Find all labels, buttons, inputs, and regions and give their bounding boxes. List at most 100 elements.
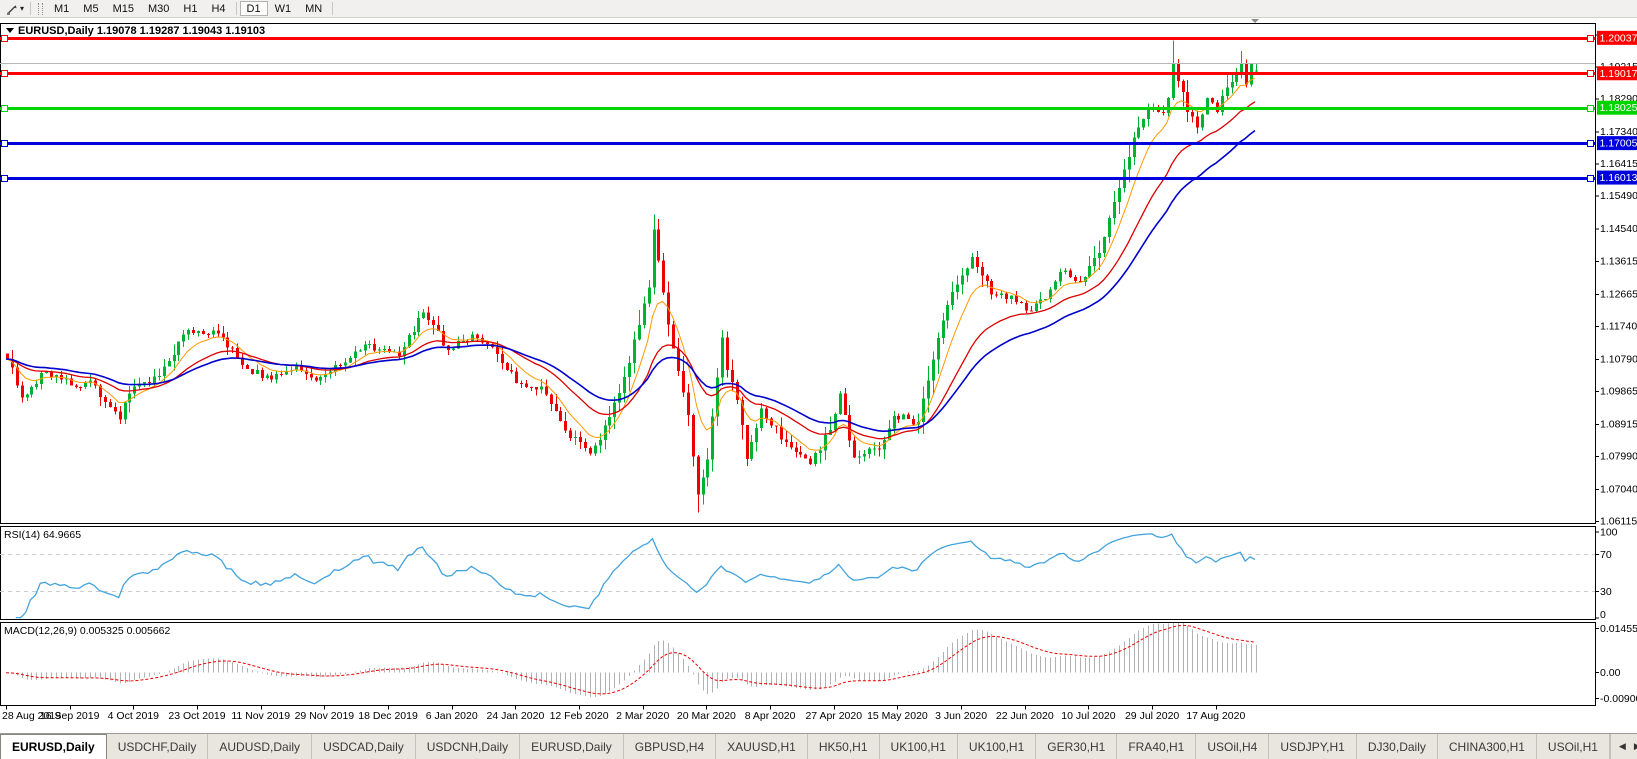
svg-text:24 Jan 2020: 24 Jan 2020 [486,710,544,722]
timeframe-button-m30[interactable]: M30 [141,1,176,16]
timeframe-button-h4[interactable]: H4 [204,1,232,16]
svg-text:1.14540: 1.14540 [1600,223,1637,235]
price-line-label[interactable] [1597,30,1637,45]
line-handle-icon [1587,35,1594,42]
chart-tab-usdjpy-h1[interactable]: USDJPY,H1 [1269,734,1357,759]
svg-text:30: 30 [1600,586,1612,598]
timeframe-button-mn[interactable]: MN [298,1,329,16]
chart-tabs-bar: EURUSD,Daily USDCHF,Daily AUDUSD,Daily U… [0,733,1637,759]
svg-text:15 May 2020: 15 May 2020 [867,710,928,722]
rsi-label: RSI(14) 64.9665 [4,529,81,541]
svg-text:27 Apr 2020: 27 Apr 2020 [805,710,862,722]
chart-tab-eurusd-daily-1[interactable]: EURUSD,Daily [0,734,107,759]
chart-tab-usoil-h1[interactable]: USOil,H1 [1537,734,1610,759]
svg-text:4 Oct 2019: 4 Oct 2019 [108,710,160,722]
macd-label: MACD(12,26,9) 0.005325 0.005662 [4,625,171,637]
chart-tab-hk50-h1[interactable]: HK50,H1 [808,734,880,759]
price-line-label[interactable] [1597,66,1637,81]
chart-title: EURUSD,Daily 1.19078 1.19287 1.19043 1.1… [18,25,265,37]
svg-text:1.17340: 1.17340 [1600,126,1637,138]
chart-tab-gbpusd-h4[interactable]: GBPUSD,H4 [624,734,717,759]
svg-text:1.17005: 1.17005 [1600,138,1637,150]
chart-window[interactable]: 1.201401.192151.182901.173401.164151.154… [0,18,1637,733]
chart-tab-dj30-daily[interactable]: DJ30,Daily [1357,734,1438,759]
price-line-label[interactable] [1597,100,1637,115]
svg-text:1.16415: 1.16415 [1600,158,1637,170]
price-axis[interactable]: 1.201401.192151.182901.173401.164151.154… [1595,29,1637,528]
chart-tab-china300-h1[interactable]: CHINA300,H1 [1438,734,1537,759]
chart-tab-audusd-daily[interactable]: AUDUSD,Daily [208,734,313,759]
price-line-label[interactable] [1597,170,1637,185]
timeframe-button-h1[interactable]: H1 [176,1,204,16]
timeframe-button-m5[interactable]: M5 [76,1,105,16]
ma-slow-line [5,129,1256,433]
line-handle-icon [1587,70,1594,77]
line-handle-icon [1,70,8,77]
svg-text:1.06115: 1.06115 [1600,516,1637,528]
svg-text:20 Mar 2020: 20 Mar 2020 [677,710,736,722]
timeframe-button-m1[interactable]: M1 [47,1,76,16]
svg-text:1.13615: 1.13615 [1600,255,1637,267]
tab-scroll-left-button[interactable]: ◀ [1618,741,1626,751]
svg-text:29 Nov 2019: 29 Nov 2019 [295,710,355,722]
line-handle-icon [1587,140,1594,147]
toolbar-grip-handle[interactable] [38,2,44,15]
timeframe-button-w1[interactable]: W1 [268,1,299,16]
timeframe-toolbar: ▾ M1 M5 M15 M30 H1 H4 D1 W1 MN [0,0,1637,18]
svg-text:23 Oct 2019: 23 Oct 2019 [168,710,225,722]
chart-menu-icon[interactable] [6,28,14,33]
svg-text:28 Aug 2019: 28 Aug 2019 [2,710,61,722]
price-line-label[interactable] [1597,136,1637,151]
svg-text:0.014556: 0.014556 [1600,623,1637,635]
svg-text:1.19017: 1.19017 [1600,68,1637,80]
chart-tab-usdchf-daily[interactable]: USDCHF,Daily [107,734,209,759]
timeframe-button-d1[interactable]: D1 [239,1,268,16]
toolbar-separator [332,2,334,15]
rsi-line [15,533,1256,619]
svg-text:3 Jun 2020: 3 Jun 2020 [935,710,987,722]
svg-text:100: 100 [1600,527,1618,539]
svg-text:1.08915: 1.08915 [1600,419,1637,431]
toolbar-separator [235,2,237,15]
chart-tab-usdcad-daily[interactable]: USDCAD,Daily [312,734,416,759]
svg-text:1.07990: 1.07990 [1600,451,1637,463]
line-handle-icon [1587,105,1594,112]
line-handle-icon [1,35,8,42]
tool-dropdown-caret-icon[interactable]: ▾ [20,4,25,13]
svg-text:2 Mar 2020: 2 Mar 2020 [616,710,669,722]
chart-tab-fra40-h1[interactable]: FRA40,H1 [1117,734,1197,759]
svg-text:16 Sep 2019: 16 Sep 2019 [40,710,100,722]
chart-tab-usdcnh-daily[interactable]: USDCNH,Daily [416,734,521,759]
chart-tab-ger30-h1[interactable]: GER30,H1 [1036,734,1118,759]
timeframe-button-m15[interactable]: M15 [106,1,141,16]
macd-signal-line [5,624,1256,695]
chart-tab-uk100-h1-2[interactable]: UK100,H1 [958,734,1037,759]
svg-text:22 Jun 2020: 22 Jun 2020 [996,710,1054,722]
rsi-axis[interactable]: 100 70 30 0 [1595,527,1618,622]
svg-text:18 Dec 2019: 18 Dec 2019 [358,710,418,722]
chart-tab-xauusd-h1[interactable]: XAUUSD,H1 [716,734,808,759]
svg-text:1.11740: 1.11740 [1600,320,1637,332]
svg-text:17 Aug 2020: 17 Aug 2020 [1186,710,1245,722]
chart-canvas[interactable]: 1.201401.192151.182901.173401.164151.154… [0,18,1637,733]
svg-text:10 Jul 2020: 10 Jul 2020 [1061,710,1115,722]
chart-tab-usoil-h4[interactable]: USOil,H4 [1196,734,1270,759]
tab-scroll-right-button[interactable]: ▶ [1634,741,1637,752]
svg-text:0: 0 [1600,609,1606,621]
chart-tab-uk100-h1-1[interactable]: UK100,H1 [880,734,958,759]
chart-tab-eurusd-daily-2[interactable]: EURUSD,Daily [520,734,624,759]
svg-text:1.09865: 1.09865 [1600,386,1637,398]
pointer-tool-icon [5,2,19,16]
horizontal-price-lines[interactable] [0,35,1595,182]
macd-axis[interactable]: 0.014556 0.00 -0.009001 [1595,623,1637,705]
line-handle-icon [1,175,8,182]
svg-text:-0.009001: -0.009001 [1600,693,1637,705]
svg-text:1.15490: 1.15490 [1600,190,1637,202]
svg-text:0.00: 0.00 [1600,667,1621,679]
pointer-tool-button[interactable]: ▾ [2,1,27,16]
tab-scroll-arrows: ◀ ▶ [1609,734,1637,759]
svg-text:1.16013: 1.16013 [1600,172,1637,184]
svg-text:29 Jul 2020: 29 Jul 2020 [1125,710,1179,722]
